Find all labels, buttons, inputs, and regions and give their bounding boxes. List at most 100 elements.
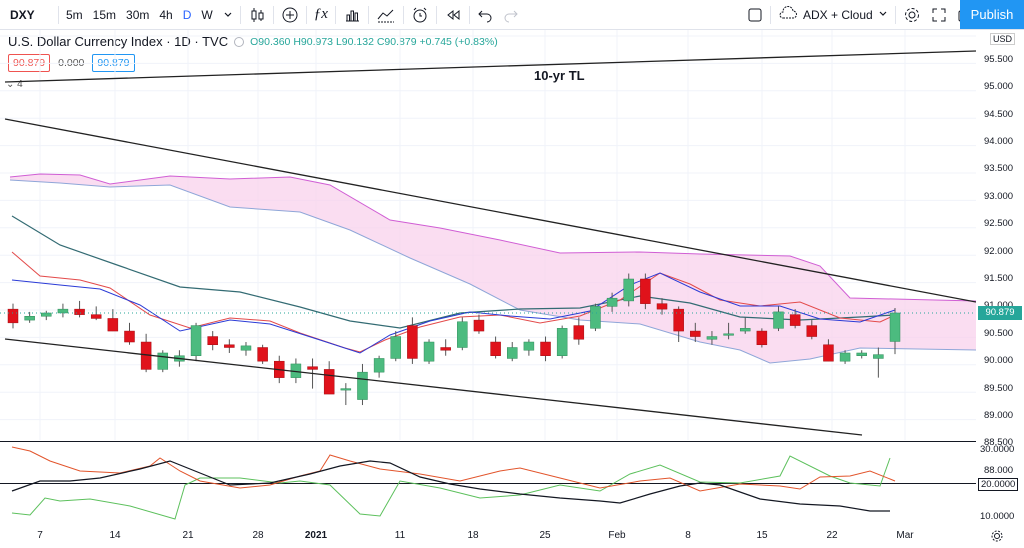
oscillator-tick-label: 30.0000	[980, 444, 1015, 455]
candle-body	[606, 297, 618, 307]
plus-di-line	[11, 455, 891, 520]
chevron-down-icon[interactable]	[218, 0, 238, 29]
time-tick-label: 18	[467, 530, 479, 541]
compare-plus-icon[interactable]	[276, 0, 304, 29]
candle-body	[873, 354, 884, 359]
chevron-down-icon: ⌄	[6, 79, 15, 90]
candle-body	[124, 330, 135, 343]
candle-body	[523, 341, 535, 351]
candle-body	[573, 325, 585, 340]
time-tick-label: Mar	[896, 530, 914, 541]
price-tick-label: 94.000	[984, 136, 1014, 147]
interval-4h[interactable]: 4h	[159, 7, 173, 22]
candle-body	[240, 345, 252, 351]
chart-legend: U.S. Dollar Currency Index · 1D · TVC O9…	[8, 34, 498, 49]
candle-body	[74, 308, 85, 315]
interval-30m[interactable]: 30m	[126, 7, 150, 22]
ten-year-trendline[interactable]	[4, 50, 976, 83]
candle-body	[640, 278, 651, 304]
alert-clock-icon[interactable]	[406, 0, 434, 29]
change-value: +0.745 (+0.83%)	[419, 35, 498, 48]
candle-body	[157, 352, 169, 370]
chevron-down-icon	[878, 8, 888, 22]
candle-body	[407, 325, 418, 359]
oscillator-tick-label: 20.0000	[978, 477, 1019, 491]
interval-w[interactable]: W	[201, 7, 213, 22]
market-status-icon	[234, 36, 245, 47]
candle-body	[690, 330, 701, 337]
indicators-fx-icon[interactable]: ƒx	[313, 6, 328, 22]
settings-gear-icon[interactable]	[990, 529, 1004, 548]
time-tick-label: 22	[826, 530, 838, 541]
candle-body	[723, 333, 734, 336]
redo-icon[interactable]	[498, 0, 524, 29]
gear-icon[interactable]	[898, 0, 926, 29]
candle-body	[24, 316, 35, 321]
price-tick-label: 92.500	[984, 218, 1014, 230]
publish-button[interactable]: Publish	[960, 0, 1024, 29]
candle-body	[656, 303, 668, 310]
price-tick-label: 89.000	[984, 410, 1014, 421]
candle-body	[823, 344, 834, 362]
toolbar-separator	[894, 5, 896, 24]
replay-rewind-icon[interactable]	[439, 0, 467, 29]
toolbar-separator	[272, 5, 274, 24]
symbol-search[interactable]: DXY	[10, 7, 35, 22]
candle-body	[806, 325, 818, 337]
ichimoku-cloud	[10, 174, 976, 363]
price-tick-label: 91.000	[984, 300, 1013, 311]
candle-body	[373, 358, 385, 373]
candle-body	[473, 319, 485, 332]
candle-body	[556, 328, 568, 356]
oscillator-axis: 30.0000 20.0000 10.0000	[976, 441, 1024, 524]
candle-body	[323, 369, 335, 395]
upper-trendline[interactable]	[4, 118, 976, 303]
high-value: H90.973	[293, 35, 334, 48]
layout-square-icon[interactable]	[742, 0, 768, 29]
candle-body	[107, 318, 119, 332]
symbol-title: U.S. Dollar Currency Index · 1D · TVC	[8, 34, 229, 49]
indicator-template-button[interactable]: ADX + Cloud	[773, 0, 893, 29]
top-toolbar: DXY 5m 15m 30m 4h D W ƒx	[0, 0, 1024, 30]
price-tick-label: 90.500	[984, 327, 1014, 339]
interval-15m[interactable]: 15m	[92, 7, 117, 22]
cloud-icon	[778, 5, 798, 23]
interval-5m[interactable]: 5m	[66, 7, 83, 22]
candles-icon[interactable]	[243, 0, 271, 29]
fullscreen-icon[interactable]	[926, 0, 952, 29]
candle-body	[590, 306, 601, 329]
time-tick-label: 28	[252, 530, 264, 541]
financials-bar-icon[interactable]	[338, 0, 366, 29]
candle-body	[307, 366, 318, 370]
toolbar-separator	[402, 5, 404, 24]
oscillator-tick-label: 10.0000	[980, 511, 1015, 522]
price-tick-label: 89.500	[984, 382, 1014, 394]
adx-oscillator-pane[interactable]	[0, 441, 976, 524]
candle-body	[224, 344, 235, 348]
price-tick-label: 92.000	[984, 245, 1014, 257]
candle-body	[856, 352, 867, 356]
lower-trendline[interactable]	[4, 338, 863, 436]
currency-label: USD	[990, 33, 1016, 45]
toolbar-separator	[58, 5, 59, 24]
candle-body	[357, 371, 368, 400]
main-chart[interactable]: 10-yr TL	[0, 30, 976, 440]
indicators-collapse-toggle[interactable]: ⌄ 4	[6, 79, 23, 90]
candle-body	[773, 311, 784, 329]
interval-d[interactable]: D	[182, 7, 192, 22]
time-axis[interactable]: 7 14 21 28 2021 11 18 25 Feb 8 15 22 Mar	[0, 524, 976, 548]
toolbar-separator	[770, 5, 771, 24]
candle-body	[839, 352, 851, 362]
price-axis[interactable]: USD 95.500 95.000 94.500 94.000 93.500 93.000…	[976, 30, 1024, 476]
candle-body	[889, 312, 901, 342]
ohlc-values: O90.360 H90.973 L90.132 C90.879 +0.745 (…	[250, 36, 498, 48]
time-tick-label: 25	[539, 530, 551, 541]
undo-icon[interactable]	[472, 0, 498, 29]
trendline-annotation[interactable]: 10-yr TL	[534, 68, 585, 83]
conversion-line	[11, 272, 896, 354]
price-tick-label: 88.500	[984, 437, 1014, 449]
candle-body	[440, 347, 451, 351]
candle-body	[390, 336, 402, 359]
candle-body	[457, 321, 468, 348]
templates-chart-icon[interactable]	[371, 0, 401, 29]
